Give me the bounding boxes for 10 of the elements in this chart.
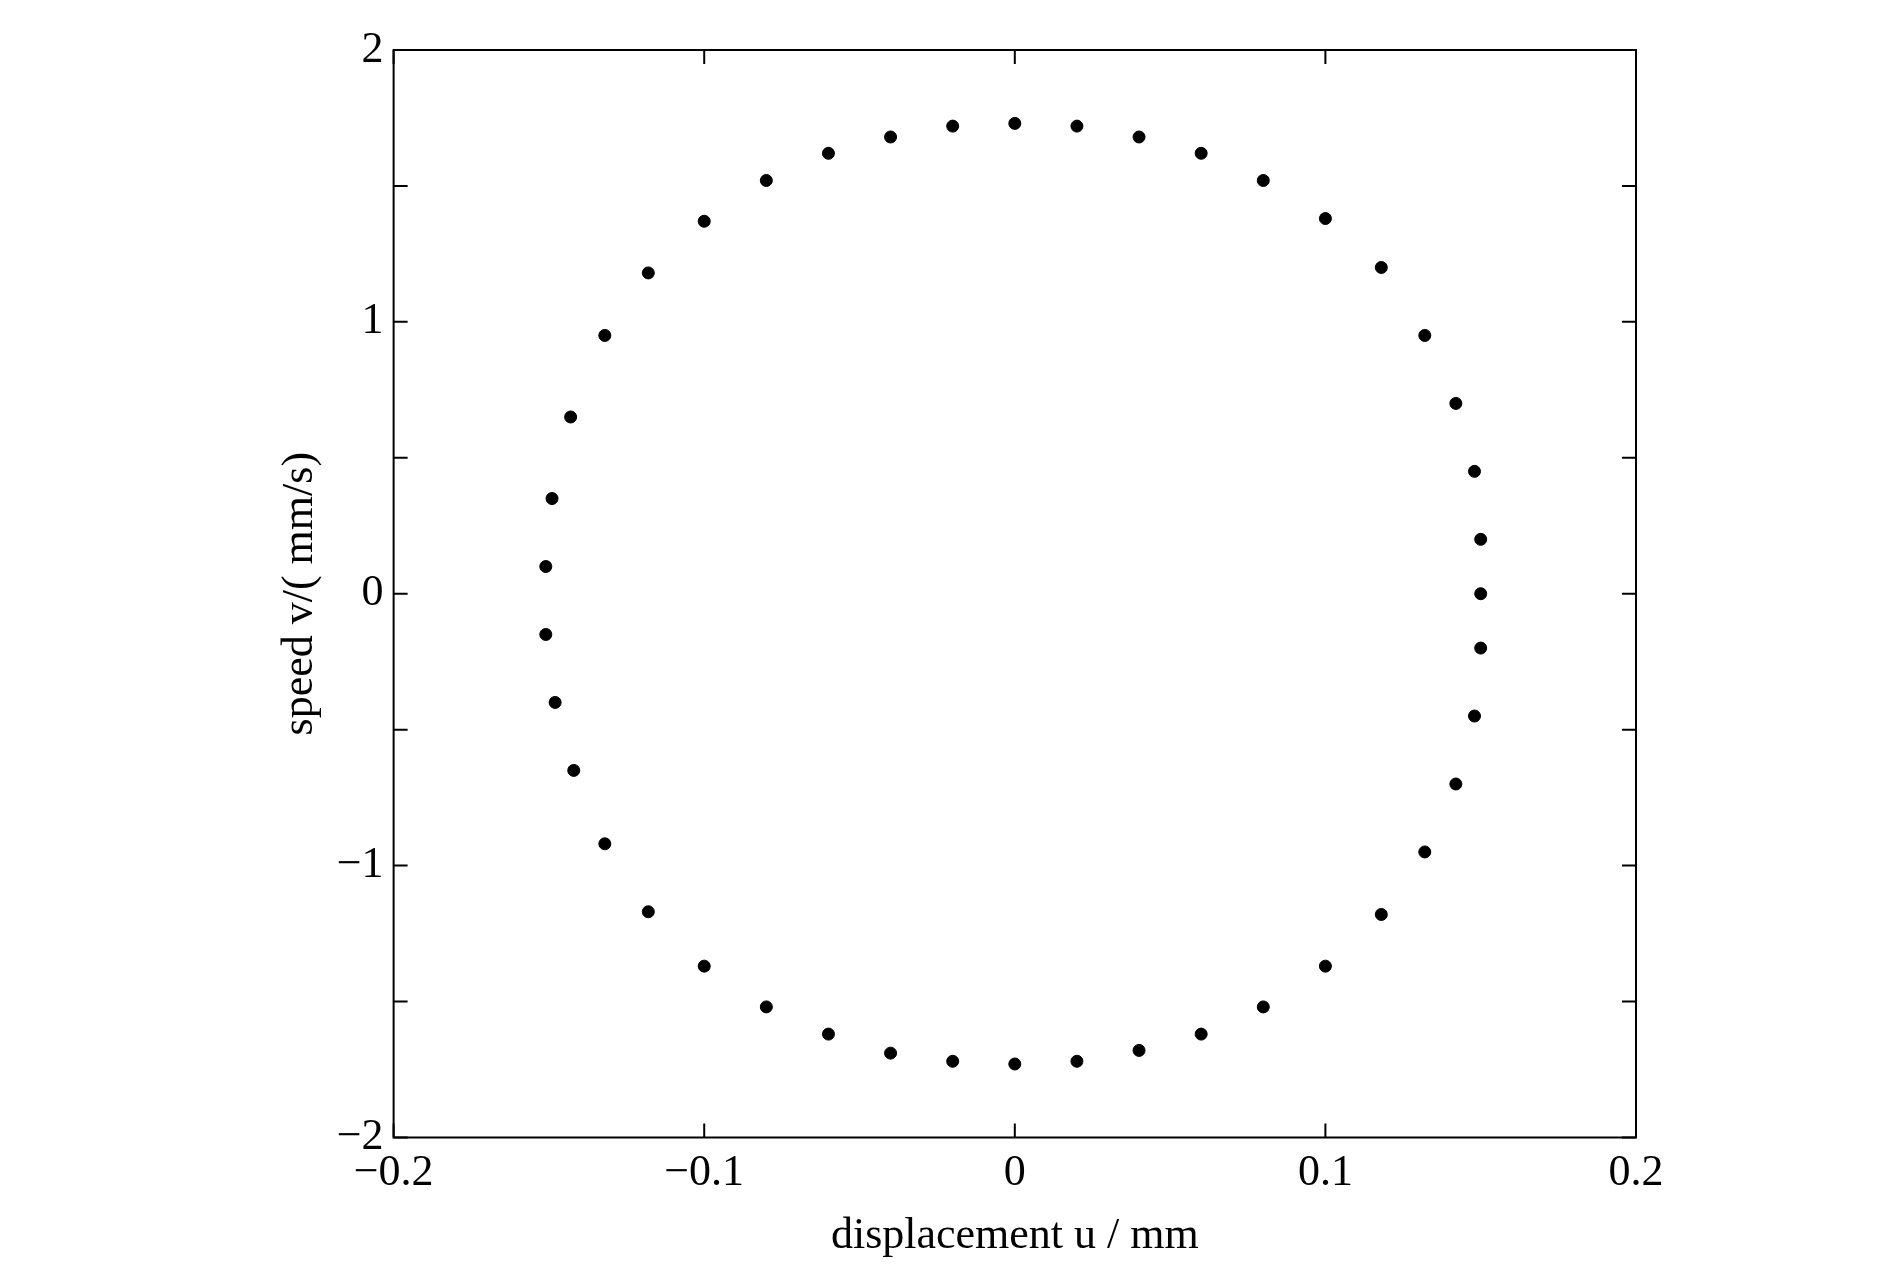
y-tick-label: 2: [361, 22, 384, 72]
y-tick-label: −1: [336, 838, 384, 888]
y-tick-label: 1: [361, 294, 384, 344]
x-tick-label: 0.2: [1608, 1146, 1664, 1196]
x-tick-label: −0.1: [664, 1146, 745, 1196]
x-axis-title: displacement u / mm: [830, 1209, 1199, 1259]
x-tick-label: 0: [1003, 1146, 1026, 1196]
y-tick-label: 0: [361, 566, 384, 616]
y-axis-title: speed v/( mm/s): [272, 451, 322, 736]
x-tick-label: 0.1: [1297, 1146, 1353, 1196]
